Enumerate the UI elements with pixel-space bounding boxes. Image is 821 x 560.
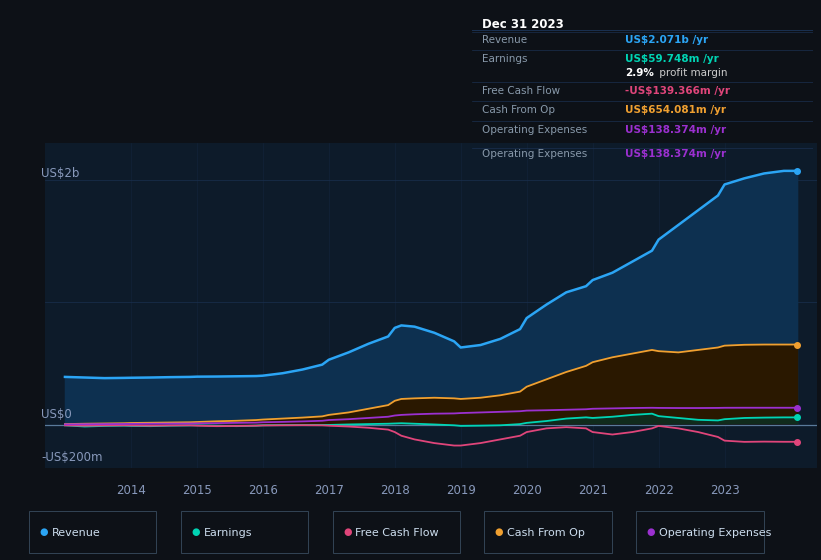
Text: Revenue: Revenue: [482, 35, 527, 45]
Text: 2021: 2021: [578, 483, 608, 497]
Text: ●: ●: [343, 527, 351, 537]
Text: 2017: 2017: [314, 483, 344, 497]
Text: US$2b: US$2b: [41, 166, 80, 180]
Text: Operating Expenses: Operating Expenses: [482, 149, 588, 159]
Text: Revenue: Revenue: [52, 528, 100, 538]
Text: Operating Expenses: Operating Expenses: [659, 528, 772, 538]
Text: -US$139.366m /yr: -US$139.366m /yr: [626, 86, 731, 96]
Text: ●: ●: [647, 527, 655, 537]
Text: 2022: 2022: [644, 483, 673, 497]
Text: US$654.081m /yr: US$654.081m /yr: [626, 105, 727, 115]
Text: ●: ●: [191, 527, 200, 537]
Text: US$138.374m /yr: US$138.374m /yr: [626, 125, 727, 134]
Text: Earnings: Earnings: [482, 54, 528, 64]
Text: Free Cash Flow: Free Cash Flow: [482, 86, 561, 96]
Text: ●: ●: [495, 527, 503, 537]
Text: 2019: 2019: [446, 483, 475, 497]
Text: profit margin: profit margin: [656, 68, 727, 78]
Text: 2014: 2014: [116, 483, 146, 497]
Text: 2023: 2023: [709, 483, 740, 497]
Text: US$0: US$0: [41, 408, 72, 421]
Text: 2.9%: 2.9%: [626, 68, 654, 78]
Text: US$138.374m /yr: US$138.374m /yr: [626, 149, 727, 159]
Text: -US$200m: -US$200m: [41, 451, 103, 464]
Text: Operating Expenses: Operating Expenses: [482, 125, 588, 134]
Text: US$59.748m /yr: US$59.748m /yr: [626, 54, 719, 64]
Text: 2016: 2016: [248, 483, 277, 497]
Text: ●: ●: [39, 527, 48, 537]
Text: Cash From Op: Cash From Op: [482, 105, 555, 115]
Text: Dec 31 2023: Dec 31 2023: [482, 18, 564, 31]
Text: Earnings: Earnings: [204, 528, 252, 538]
Text: 2018: 2018: [380, 483, 410, 497]
Text: Cash From Op: Cash From Op: [507, 528, 585, 538]
Text: US$2.071b /yr: US$2.071b /yr: [626, 35, 709, 45]
Text: 2015: 2015: [182, 483, 212, 497]
Text: Free Cash Flow: Free Cash Flow: [355, 528, 439, 538]
Text: 2020: 2020: [511, 483, 542, 497]
